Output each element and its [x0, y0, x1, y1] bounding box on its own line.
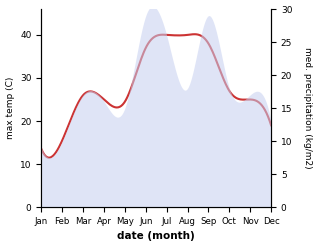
- X-axis label: date (month): date (month): [117, 231, 195, 242]
- Y-axis label: med. precipitation (kg/m2): med. precipitation (kg/m2): [303, 47, 313, 169]
- Y-axis label: max temp (C): max temp (C): [5, 77, 15, 139]
